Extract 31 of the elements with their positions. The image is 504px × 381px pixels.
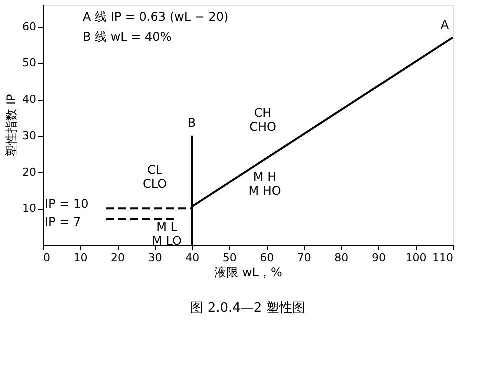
x-tick-label: 100 xyxy=(406,252,427,264)
y-tick-label: 30 xyxy=(22,129,36,142)
y-tick-label: 50 xyxy=(22,56,36,70)
annotation: B xyxy=(188,116,196,130)
annotation: B 线 wL = 40% xyxy=(83,30,172,44)
y-axis-title: 塑性指数 IP xyxy=(4,94,19,157)
annotation: IP = 10 xyxy=(45,197,89,211)
annotation: M H M HO xyxy=(248,170,282,198)
x-tick-label: 110 xyxy=(432,252,454,264)
x-tick-label: 50 xyxy=(222,252,237,264)
x-tick-label: 0 xyxy=(44,252,50,264)
y-tick-label: 20 xyxy=(22,166,36,179)
annotation: A 线 IP = 0.63 (wL − 20) xyxy=(83,10,229,24)
text: 图 2.0.4—2 塑性图 xyxy=(190,300,306,316)
x-tick-label: 30 xyxy=(148,252,162,264)
x-axis-title: 液限 wL，% xyxy=(214,266,282,280)
y-tick-label: 40 xyxy=(22,93,36,106)
x-tick-label: 90 xyxy=(372,252,386,264)
x-tick-label: 20 xyxy=(111,252,126,264)
x-tick-label: 70 xyxy=(297,252,312,264)
x-tick-label: 40 xyxy=(186,252,200,264)
annotation: CH CHO xyxy=(250,106,276,134)
y-tick-label: 10 xyxy=(22,202,36,216)
x-tick-label: 80 xyxy=(334,252,349,264)
annotation: IP = 7 xyxy=(45,215,82,229)
x-tick-label: 60 xyxy=(260,252,274,264)
annotation: CL CLO xyxy=(142,163,168,191)
y-tick-label: 60 xyxy=(22,20,36,34)
annotation: A xyxy=(440,18,450,32)
x-tick-label: 10 xyxy=(74,252,88,264)
annotation: M L M LO xyxy=(152,220,182,248)
